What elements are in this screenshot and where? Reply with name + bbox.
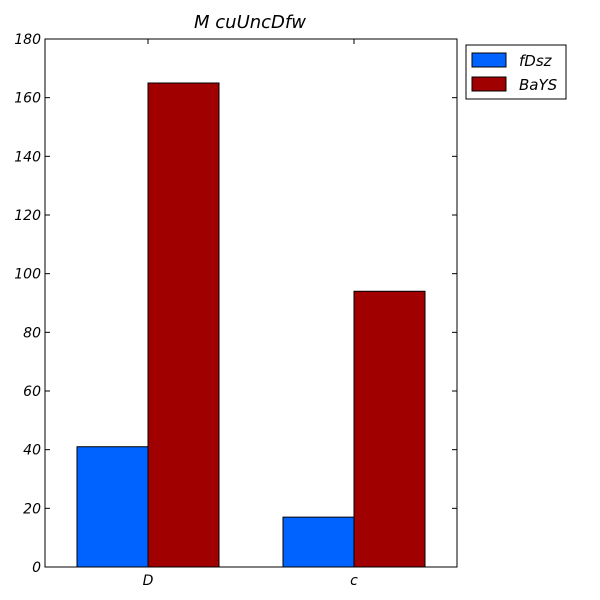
y-tick-label: 160 [14,91,41,107]
bar-fDsz-c [282,516,355,568]
y-tick-label: 60 [23,384,41,400]
y-tick-label: 40 [23,443,41,459]
y-tick-label: 140 [14,149,41,165]
y-tick-label: 100 [14,267,41,283]
x-tick-label: D [143,573,154,589]
bar-BaYS-c [353,290,426,568]
plot-frame [44,38,458,568]
bar-BaYS-D [147,82,220,568]
y-tick-label: 120 [14,208,41,224]
chart-title: M cuUncDfw [194,12,306,33]
legend: fDsz BaYS [465,44,567,100]
x-tick-label: c [350,573,358,589]
legend-swatch-BaYS [471,76,507,92]
legend-swatch-fDsz [471,52,507,68]
bar-fDsz-D [76,446,149,568]
y-tick-label: 180 [14,32,41,48]
legend-label-fDsz: fDsz [519,52,553,70]
bars-group [76,82,426,568]
y-tick-label: 0 [32,560,41,576]
y-tick-label: 20 [23,501,41,517]
y-tick-label: 80 [23,325,41,341]
legend-label-BaYS: BaYS [519,76,558,94]
